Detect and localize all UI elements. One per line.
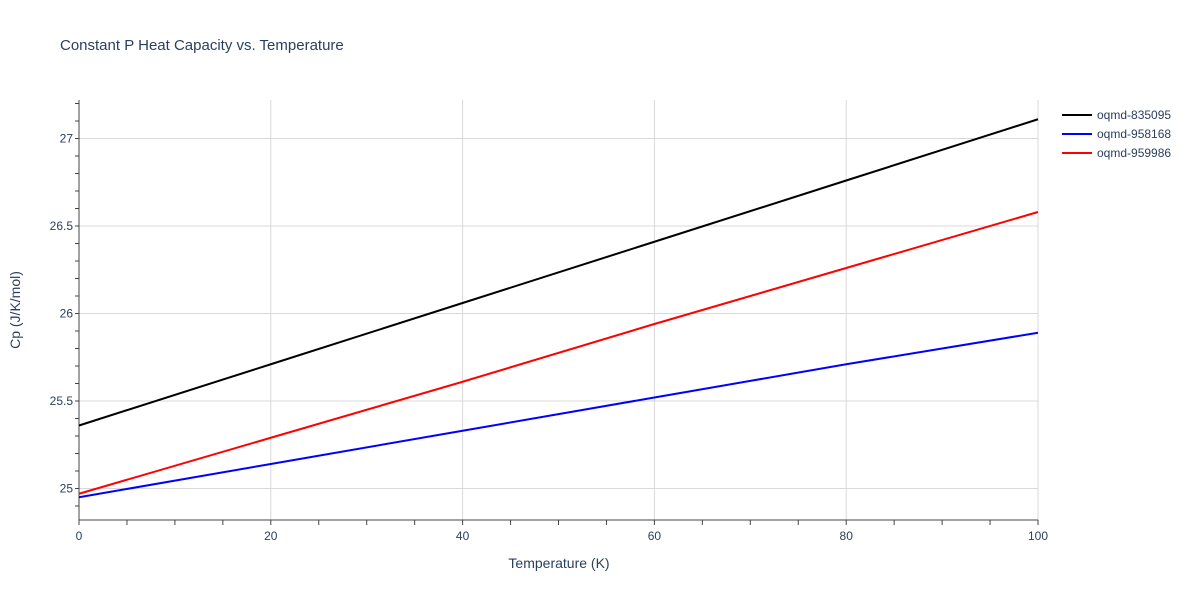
x-tick-label: 80 xyxy=(840,529,854,543)
legend-label: oqmd-958168 xyxy=(1097,127,1171,141)
x-tick-label: 20 xyxy=(264,529,278,543)
legend-label: oqmd-959986 xyxy=(1097,146,1171,160)
chart-title: Constant P Heat Capacity vs. Temperature xyxy=(60,37,344,54)
y-tick-label: 25.5 xyxy=(50,394,74,408)
legend-item[interactable]: oqmd-958168 xyxy=(1062,127,1171,141)
series-lines xyxy=(78,118,1039,499)
series-line-oqmd-835095 xyxy=(78,118,1039,427)
x-axis-title: Temperature (K) xyxy=(508,555,609,571)
series-line-oqmd-958168 xyxy=(78,331,1039,499)
x-tick-label: 100 xyxy=(1028,529,1048,543)
axes: 0 20 40 60 80 100 25 25.5 26 26.5 27 xyxy=(50,100,1048,543)
y-tick-label: 26.5 xyxy=(50,219,74,233)
legend[interactable]: oqmd-835095 oqmd-958168 oqmd-959986 xyxy=(1062,108,1171,160)
y-tick-label: 26 xyxy=(60,307,74,321)
y-tick-label: 25 xyxy=(60,482,74,496)
legend-item[interactable]: oqmd-959986 xyxy=(1062,146,1171,160)
y-axis-title: Cp (J/K/mol) xyxy=(7,271,23,349)
legend-label: oqmd-835095 xyxy=(1097,108,1171,122)
legend-item[interactable]: oqmd-835095 xyxy=(1062,108,1171,122)
series-line-oqmd-959986 xyxy=(78,211,1039,495)
y-tick-label: 27 xyxy=(60,132,74,146)
x-tick-label: 40 xyxy=(456,529,470,543)
x-tick-label: 60 xyxy=(648,529,662,543)
grid xyxy=(79,100,1039,520)
x-tick-label: 0 xyxy=(76,529,83,543)
